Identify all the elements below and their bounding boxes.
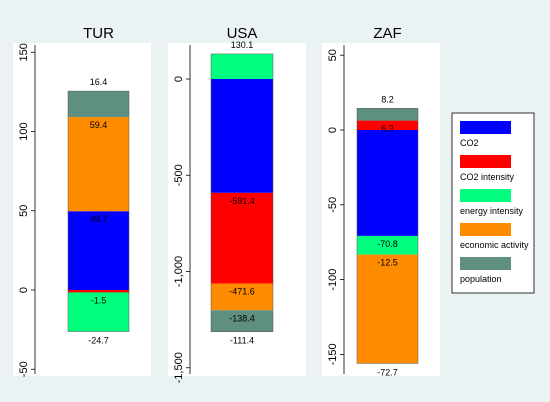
panel-usa-bar-outline: [210, 53, 274, 332]
panel-tur-tick-label: 50: [18, 205, 30, 217]
panel-zaf-total-label: 8.2: [381, 94, 394, 104]
panel-tur-tick-label: 150: [18, 43, 30, 61]
panel-tur-data-label: -1.5: [91, 296, 107, 306]
panel-tur-data-label: -24.7: [88, 336, 109, 346]
panel-usa-data-label: -111.4: [230, 336, 254, 346]
panel-zaf-data-label: -70.8: [377, 239, 398, 249]
panel-tur-title: TUR: [83, 25, 114, 42]
panel-usa-total-label: 130.1: [231, 40, 254, 50]
legend-swatch: [460, 189, 511, 202]
panel-zaf-tick-label: -50: [327, 197, 339, 213]
legend-label: CO2 intensity: [460, 172, 515, 182]
panel-usa-tick-label: -500: [173, 164, 185, 186]
panel-tur-total-label: 16.4: [90, 77, 108, 87]
panel-tur-data-label: 49.7: [90, 214, 108, 224]
panel-zaf-tick-label: 0: [327, 127, 339, 133]
panel-zaf-data-label: -72.7: [377, 367, 398, 377]
panel-tur-bar-segment: [68, 290, 129, 332]
panel-zaf-bar-segment: [357, 108, 418, 121]
panel-usa-data-label: -138.4: [229, 313, 255, 323]
panel-tur-bar-segment: [68, 211, 129, 290]
panel-zaf-data-label: 6.3: [381, 124, 394, 134]
panel-zaf-tick-label: -150: [327, 343, 339, 365]
panel-zaf-bar-segment: [357, 235, 418, 255]
legend-label: energy intensity: [460, 206, 524, 216]
panel-zaf-tick-label: -100: [327, 269, 339, 291]
legend-swatch: [460, 155, 511, 168]
panel-tur-bar-segment: [68, 91, 129, 118]
panel-usa-tick-label: -1,000: [173, 256, 185, 287]
panel-usa-data-label: -591.4: [229, 196, 255, 206]
legend-label: CO2: [460, 138, 479, 148]
panel-zaf-bar-segment: [357, 130, 418, 236]
panel-zaf-bar-outline: [356, 108, 419, 364]
panel-tur-bar-segment: [68, 290, 129, 293]
legend-label: economic activity: [460, 240, 529, 250]
legend-swatch: [460, 223, 511, 236]
panel-usa-data-label: -471.6: [229, 287, 255, 297]
panel-zaf-bar-segment: [357, 254, 418, 364]
panel-usa-bar-segment: [211, 192, 273, 284]
panel-tur-tick-label: 100: [18, 122, 30, 140]
panel-tur-tick-label: -50: [18, 361, 30, 377]
panel-zaf-title: ZAF: [373, 25, 401, 42]
legend-swatch: [460, 257, 511, 270]
panel-tur-bar-segment: [68, 117, 129, 212]
panel-usa-bar-segment: [211, 79, 273, 193]
panel-tur-bar-outline: [67, 90, 130, 332]
panel-usa-title: USA: [227, 25, 258, 42]
legend-label: population: [460, 274, 502, 284]
panel-tur-tick-label: 0: [18, 287, 30, 293]
panel-zaf-bar-segment: [357, 120, 418, 130]
legend-swatch: [460, 121, 511, 134]
panel-usa-bar-segment: [211, 53, 273, 79]
panel-usa-tick-label: -1,500: [173, 352, 185, 383]
panel-tur-data-label: 59.4: [90, 120, 108, 130]
panel-usa-tick-label: 0: [173, 76, 185, 82]
panel-usa-bar-segment: [211, 283, 273, 311]
panel-usa-bar-segment: [211, 310, 273, 332]
panel-zaf-data-label: -12.5: [377, 258, 398, 268]
panel-zaf-tick-label: 50: [327, 49, 339, 61]
